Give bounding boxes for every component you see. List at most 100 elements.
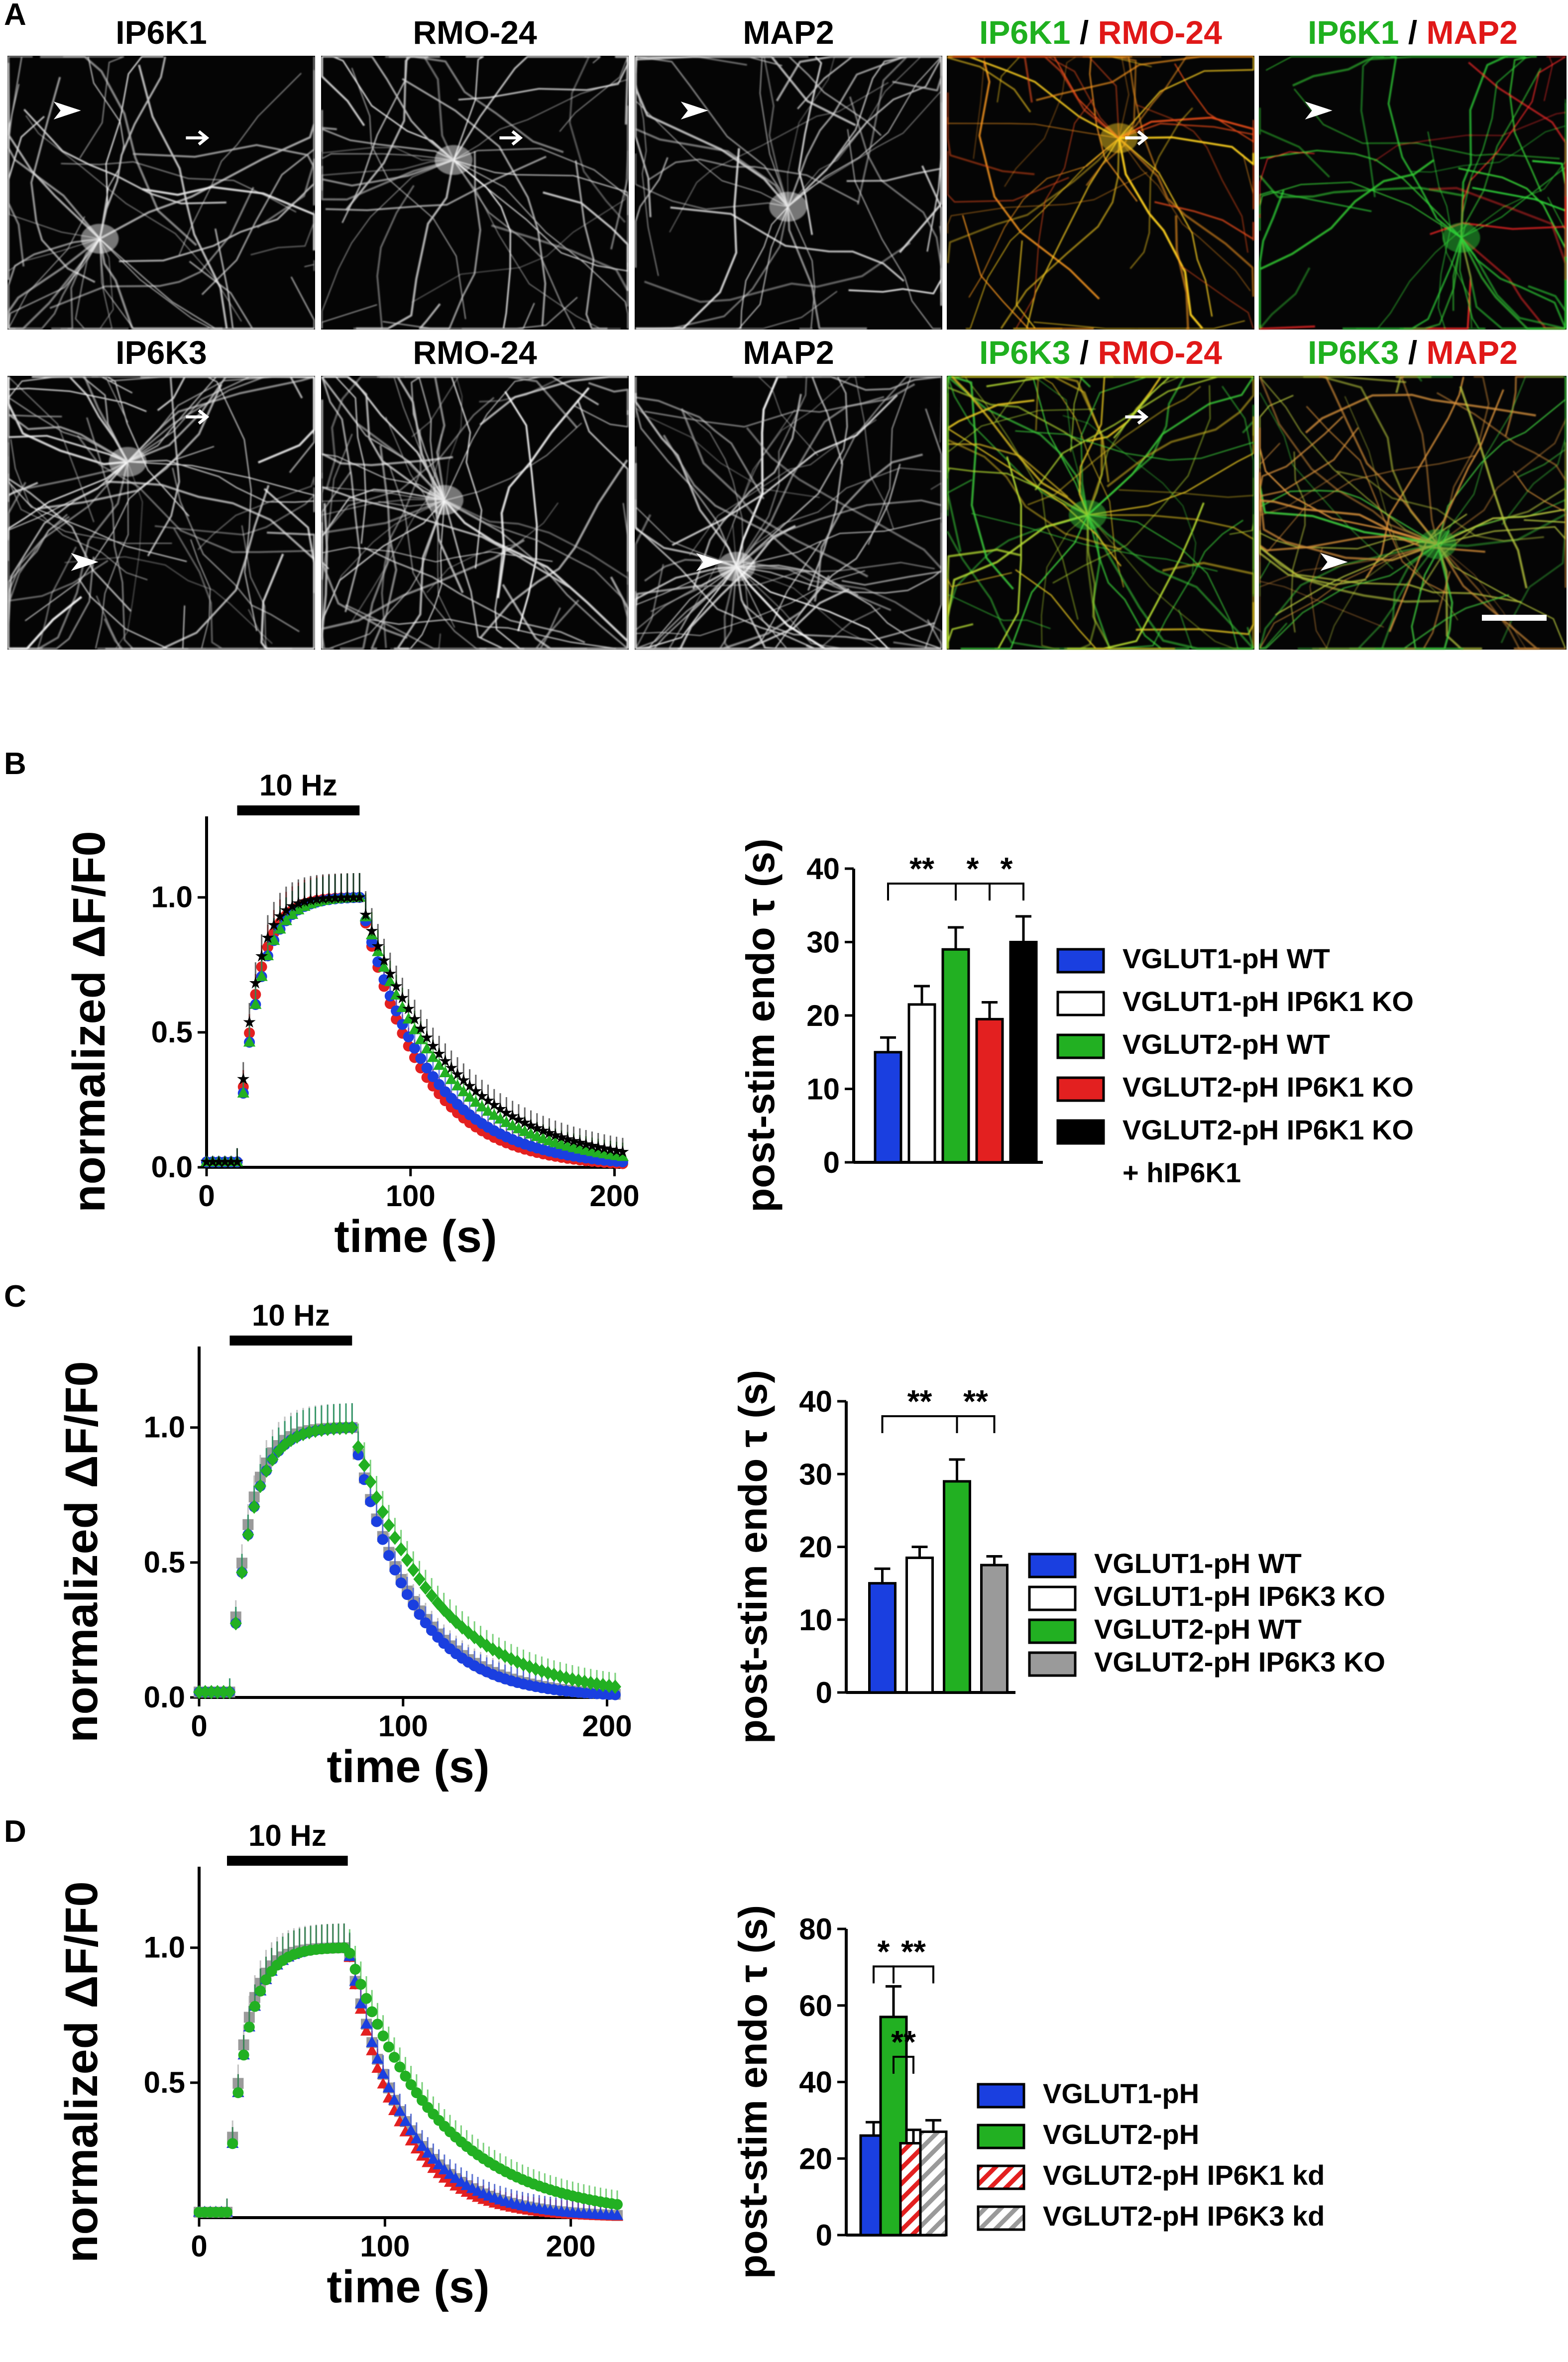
- micrograph-tile: IP6K3 / RMO-24: [946, 334, 1255, 650]
- data-point: [304, 894, 317, 905]
- scale-bar: [1482, 615, 1547, 621]
- neurite: [736, 566, 942, 594]
- neurite: [1087, 514, 1252, 650]
- data-point: [573, 1136, 586, 1148]
- data-point: [382, 1518, 395, 1533]
- neurite: [77, 435, 313, 553]
- data-point: [549, 1128, 562, 1141]
- bar-3: [980, 1555, 1008, 1694]
- data-point: [344, 1947, 355, 1959]
- data-point: [421, 1062, 433, 1074]
- y-tick-label: 0.0: [151, 1150, 193, 1184]
- significance-stars: **: [963, 1383, 988, 1419]
- data-point: [230, 1155, 243, 1167]
- x-tick-label: 200: [546, 2230, 596, 2263]
- data-point: [488, 1109, 500, 1120]
- data-point: [416, 2149, 429, 2161]
- neurite: [49, 187, 254, 309]
- y-axis-label: post-stim endo τ (s): [731, 1370, 775, 1744]
- legend-swatch: [977, 2205, 1025, 2231]
- neurite: [508, 607, 561, 650]
- data-point: [371, 2061, 384, 2073]
- data-point: [590, 1677, 603, 1691]
- neurite: [1087, 376, 1254, 516]
- title-part: MAP2: [1427, 14, 1518, 51]
- neurite: [1040, 376, 1124, 588]
- neurite: [1033, 320, 1245, 329]
- bracket-line: [893, 2055, 914, 2074]
- legend-label: VGLUT2-pH IP6K1 kd: [1043, 2159, 1325, 2191]
- data-point: [444, 2176, 456, 2187]
- data-point: [579, 1137, 592, 1150]
- neurite: [720, 607, 881, 650]
- data-point: [422, 2156, 434, 2167]
- legend-label: VGLUT2-pH WT: [1122, 1028, 1330, 1060]
- data-point: [353, 891, 366, 903]
- data-point: [422, 2146, 434, 2158]
- y-tick-label: 0.5: [151, 1015, 193, 1049]
- neurite: [1259, 543, 1438, 649]
- neurite: [257, 376, 316, 464]
- neurite: [947, 92, 1035, 175]
- series-black: [200, 873, 629, 1167]
- data-point: [384, 975, 396, 987]
- data-point: [415, 1053, 427, 1064]
- stimulus-label: 10 Hz: [248, 1819, 327, 1852]
- data-point: [405, 2124, 417, 2136]
- neurite: [732, 376, 865, 567]
- title-part: /: [1071, 334, 1098, 371]
- neurite: [322, 486, 570, 588]
- arrowhead-icon: [1305, 102, 1333, 119]
- micrograph-title: IP6K3 / MAP2: [1308, 334, 1518, 371]
- significance-bracket: **: [881, 1383, 958, 1433]
- y-tick-label: 40: [806, 852, 840, 886]
- bar-3: [919, 2119, 948, 2237]
- significance-stars: *: [878, 1933, 890, 1969]
- data-point: [439, 1054, 451, 1067]
- micrograph-tile: IP6K3 / MAP2: [1258, 334, 1567, 650]
- neurite: [947, 57, 1031, 112]
- neurite: [947, 172, 1148, 233]
- neurite: [1087, 515, 1112, 650]
- data-point: [427, 2162, 440, 2173]
- data-point: [211, 1685, 224, 1699]
- data-point: [370, 1490, 383, 1505]
- y-tick-label: 0.5: [144, 2066, 185, 2099]
- neurite: [427, 502, 559, 593]
- title-part: /: [1399, 14, 1427, 51]
- data-point: [409, 1042, 420, 1054]
- neurite: [1460, 56, 1527, 238]
- neurite: [8, 376, 95, 523]
- neurite: [787, 207, 867, 330]
- data-point: [242, 1527, 254, 1542]
- x-tick-label: 200: [582, 1709, 632, 1743]
- neurite: [951, 376, 1039, 431]
- significance-stars: **: [891, 2024, 916, 2060]
- bar: [905, 1556, 934, 1694]
- neurite: [502, 584, 628, 650]
- data-point: [506, 1110, 519, 1122]
- panel-c-bar-chart: 0 10 20 30 40 post-stim endo τ (s) ** ** VGLUT1-…: [731, 1370, 1385, 1744]
- neurite: [689, 419, 877, 556]
- legend-swatch: [977, 2164, 1025, 2190]
- neurite: [494, 545, 524, 650]
- neurite: [1118, 56, 1253, 139]
- legend-swatch: [1028, 1553, 1077, 1578]
- title-part: IP6K1: [1308, 14, 1399, 51]
- neurite: [21, 557, 95, 650]
- legend-swatch: [977, 2124, 1025, 2149]
- neurite: [1087, 514, 1254, 650]
- data-point: [199, 1685, 212, 1699]
- neurite: [1375, 594, 1509, 650]
- neurite-layer: [321, 55, 629, 330]
- neurite: [1259, 376, 1438, 545]
- neurite: [670, 206, 904, 282]
- cell-soma: [109, 447, 147, 477]
- neurite: [1259, 149, 1462, 238]
- neurite: [1337, 470, 1544, 542]
- neurite: [452, 56, 600, 161]
- data-point: [451, 1068, 464, 1080]
- neurite: [814, 453, 923, 602]
- neurite: [1437, 377, 1567, 545]
- neurite: [263, 488, 315, 649]
